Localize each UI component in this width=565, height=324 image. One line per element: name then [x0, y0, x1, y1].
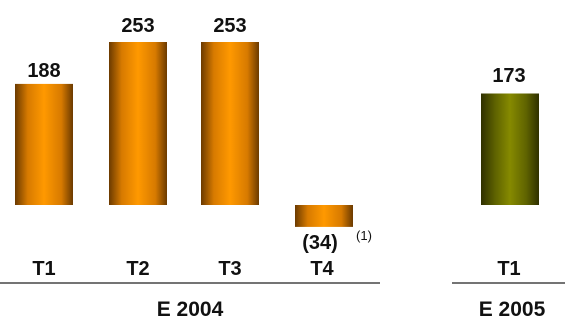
value-label-2004-t4: (34)	[302, 232, 338, 254]
value-label-2004-t1: 188	[27, 60, 60, 82]
bar-e-2004-t1	[15, 83, 73, 205]
bar-e-2004-t2	[109, 42, 167, 205]
bar-e-2005-t1	[481, 93, 539, 205]
category-label-2004-t4: T4	[310, 258, 334, 280]
bar-e-2004-t4	[295, 205, 353, 227]
group-label-2005: E 2005	[479, 298, 546, 321]
category-label-2004-t2: T2	[126, 258, 149, 280]
category-label-2004-t3: T3	[218, 258, 241, 280]
category-label-2005-t1: T1	[497, 258, 520, 280]
value-label-2004-t3: 253	[213, 15, 246, 37]
value-label-2005-t1: 173	[492, 65, 525, 87]
category-label-2004-t1: T1	[32, 258, 55, 280]
bar-e-2004-t3	[201, 42, 259, 205]
group-label-2004: E 2004	[157, 298, 224, 321]
footnote-marker: (1)	[356, 228, 372, 243]
value-label-2004-t2: 253	[121, 15, 154, 37]
